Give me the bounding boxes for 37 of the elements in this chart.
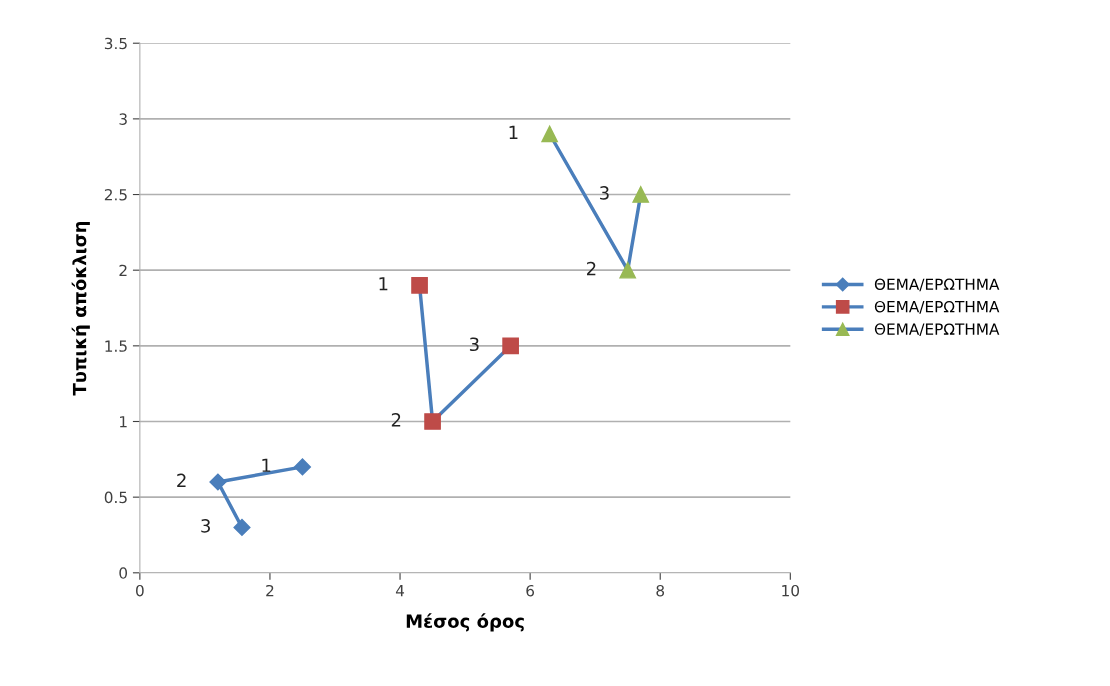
legend-label: ΘΕΜΑ/ΕΡΩΤΗΜΑ: [874, 300, 1000, 314]
legend-label: ΘΕΜΑ/ΕΡΩΤΗΜΑ: [874, 323, 1000, 337]
x-tick-label: 2: [266, 584, 274, 597]
x-axis-title: Μέσος όρος: [406, 613, 524, 632]
x-tick-label: 6: [526, 584, 535, 597]
x-tick-label: 4: [395, 585, 405, 597]
point: [502, 337, 519, 355]
y-tick-label: 1: [120, 416, 127, 428]
point: [233, 518, 251, 536]
point: [293, 458, 312, 476]
y-tick-label: 0: [119, 567, 128, 579]
point: [632, 186, 650, 203]
annotation: 3: [600, 186, 609, 200]
x-tick-label: 10: [782, 584, 800, 597]
y-tick-label: 1.5: [105, 340, 127, 352]
annotation: 3: [469, 337, 479, 352]
annotation: 2: [391, 413, 401, 427]
point: [619, 261, 637, 279]
y-tick-label: 3.5: [104, 37, 127, 50]
point: [424, 413, 441, 430]
y-axis-title: Τυπική απόκλιση: [71, 221, 90, 396]
point: [541, 125, 558, 143]
point: [209, 473, 227, 491]
annotation: 2: [586, 261, 596, 276]
point: [411, 276, 428, 294]
x-tick-label: 8: [656, 584, 665, 597]
x-tick-label: 0: [136, 584, 144, 597]
annotation: 2: [177, 473, 186, 488]
y-tick-label: 0.5: [104, 491, 127, 504]
y-tick-label: 3: [119, 113, 127, 125]
annotation: 1: [262, 458, 271, 472]
legend-label: ΘΕΜΑ/ΕΡΩΤΗΜΑ: [874, 278, 1000, 292]
annotation: 1: [509, 125, 518, 139]
y-tick-label: 2.5: [104, 189, 127, 201]
annotation: 3: [201, 519, 210, 533]
annotation: 1: [379, 277, 388, 291]
y-tick-label: 2: [119, 264, 127, 276]
